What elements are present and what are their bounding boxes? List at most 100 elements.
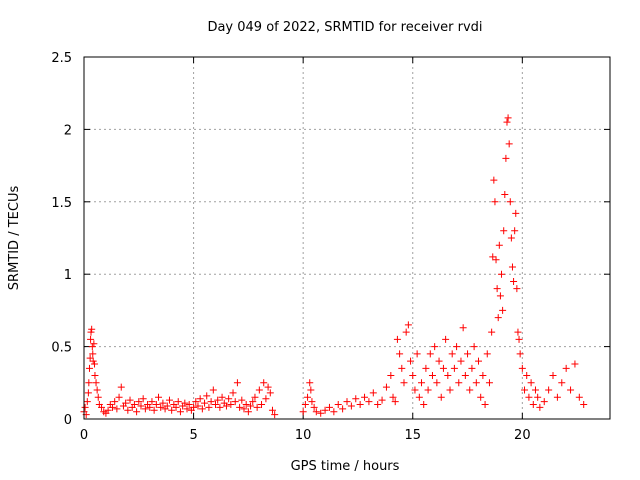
data-point bbox=[477, 393, 485, 401]
data-point bbox=[498, 270, 506, 278]
data-point bbox=[488, 328, 496, 336]
data-point bbox=[94, 393, 102, 401]
data-point bbox=[146, 403, 154, 411]
data-point bbox=[446, 386, 454, 394]
data-point bbox=[402, 328, 410, 336]
data-point bbox=[428, 372, 436, 380]
y-tick-label: 1.5 bbox=[51, 196, 72, 211]
x-tick-label: 5 bbox=[189, 428, 197, 443]
data-point bbox=[163, 402, 171, 410]
x-axis-label: GPS time / hours bbox=[291, 459, 400, 474]
y-tick-label: 1 bbox=[64, 268, 72, 283]
data-point bbox=[516, 350, 524, 358]
data-point bbox=[512, 209, 520, 217]
data-point bbox=[203, 392, 211, 400]
data-point bbox=[562, 364, 570, 372]
data-point bbox=[122, 399, 130, 407]
data-point bbox=[93, 386, 101, 394]
data-point bbox=[435, 357, 443, 365]
data-point bbox=[511, 227, 519, 235]
data-point bbox=[87, 328, 95, 336]
data-point bbox=[495, 241, 503, 249]
data-point bbox=[201, 399, 209, 407]
data-point bbox=[396, 350, 404, 358]
data-point bbox=[567, 386, 575, 394]
data-point bbox=[181, 399, 189, 407]
data-point bbox=[84, 389, 92, 397]
data-point bbox=[499, 306, 507, 314]
data-point bbox=[310, 403, 318, 411]
x-tick-label: 15 bbox=[404, 428, 421, 443]
data-point bbox=[391, 398, 399, 406]
data-point bbox=[420, 401, 428, 409]
data-point bbox=[88, 343, 96, 351]
data-point bbox=[527, 379, 535, 387]
data-point bbox=[148, 398, 156, 406]
data-point bbox=[507, 234, 515, 242]
data-point bbox=[571, 360, 579, 368]
data-point bbox=[504, 114, 512, 122]
data-point bbox=[152, 401, 160, 409]
data-point bbox=[98, 403, 106, 411]
data-point bbox=[472, 379, 480, 387]
data-points bbox=[80, 114, 588, 419]
data-point bbox=[85, 379, 93, 387]
data-point bbox=[494, 314, 502, 322]
data-point bbox=[459, 324, 467, 332]
data-point bbox=[481, 401, 489, 409]
data-point bbox=[490, 176, 498, 184]
data-point bbox=[334, 401, 342, 409]
data-point bbox=[513, 285, 521, 293]
data-point bbox=[400, 379, 408, 387]
data-point bbox=[502, 154, 510, 162]
data-point bbox=[387, 372, 395, 380]
data-point bbox=[503, 118, 511, 126]
data-point bbox=[496, 292, 504, 300]
data-point bbox=[382, 383, 390, 391]
data-point bbox=[88, 325, 96, 333]
data-point bbox=[343, 398, 351, 406]
data-point bbox=[168, 406, 176, 414]
data-point bbox=[361, 393, 369, 401]
data-point bbox=[240, 405, 248, 413]
data-point bbox=[214, 396, 222, 404]
data-point bbox=[251, 393, 259, 401]
data-point bbox=[531, 386, 539, 394]
data-point bbox=[176, 408, 184, 416]
data-point bbox=[389, 393, 397, 401]
data-point bbox=[508, 263, 516, 271]
data-point bbox=[549, 372, 557, 380]
data-point bbox=[485, 379, 493, 387]
data-point bbox=[308, 398, 316, 406]
data-point bbox=[212, 401, 219, 409]
data-point bbox=[365, 398, 373, 406]
data-point bbox=[506, 198, 514, 206]
y-tick-label: 0 bbox=[64, 413, 72, 428]
data-point bbox=[575, 393, 583, 401]
data-point bbox=[104, 406, 112, 414]
data-point bbox=[424, 386, 432, 394]
data-point bbox=[137, 402, 145, 410]
data-point bbox=[493, 285, 501, 293]
data-point bbox=[260, 379, 268, 387]
data-point bbox=[398, 364, 406, 372]
data-point bbox=[185, 401, 193, 409]
data-point bbox=[124, 406, 132, 414]
data-point bbox=[225, 395, 233, 403]
data-point bbox=[174, 398, 182, 406]
data-point bbox=[231, 398, 239, 406]
data-point bbox=[91, 372, 99, 380]
data-point bbox=[453, 343, 461, 351]
data-point bbox=[111, 398, 119, 406]
data-point bbox=[264, 383, 272, 391]
data-point bbox=[258, 401, 266, 409]
data-point bbox=[580, 401, 588, 409]
data-point bbox=[529, 401, 537, 409]
data-point bbox=[268, 406, 276, 414]
data-point bbox=[306, 379, 314, 387]
data-point bbox=[448, 350, 456, 358]
data-point bbox=[183, 405, 191, 413]
data-point bbox=[470, 343, 478, 351]
data-point bbox=[407, 357, 415, 365]
